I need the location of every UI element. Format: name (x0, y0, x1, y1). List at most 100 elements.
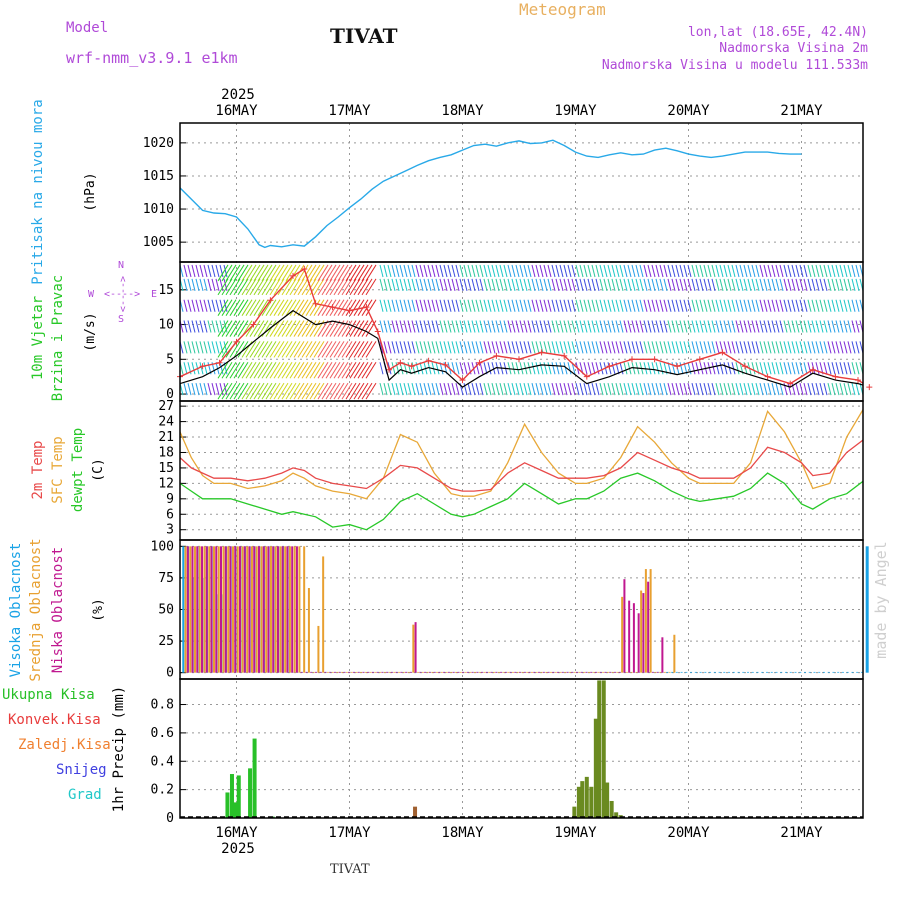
low-cloud-bar (447, 671, 450, 673)
wind-barb (221, 382, 233, 400)
wind-barb (523, 341, 528, 354)
wind-barb (847, 299, 852, 312)
mid-cloud-bar (388, 671, 391, 673)
wind-barb (735, 382, 740, 396)
wind-barb (475, 278, 480, 291)
wind-barb (415, 382, 420, 396)
wind-barb (847, 320, 852, 333)
wind-barb (203, 278, 208, 291)
compass-n: N (118, 260, 124, 271)
mid-cloud-bar (398, 671, 401, 673)
wind-barb (463, 341, 468, 354)
wind-barb (273, 361, 285, 379)
wind-barb (595, 299, 600, 312)
low-cloud-bar (594, 671, 597, 673)
wind-barb (207, 382, 212, 396)
wind-barb (811, 299, 816, 312)
wind-barb (225, 361, 237, 379)
wind-barb (547, 264, 552, 278)
wind-barb (337, 264, 349, 282)
wind-barb (195, 382, 200, 396)
wind-barb (249, 278, 261, 296)
wind-barb (265, 264, 277, 282)
wind-barb (759, 299, 764, 312)
wind-barb (751, 278, 756, 291)
wind-barb (639, 320, 644, 333)
wind-barb (345, 361, 357, 379)
wind-barb (683, 278, 688, 291)
wind-barb (539, 299, 544, 312)
low-cloud-bar (632, 603, 635, 673)
low-cloud-bar (651, 671, 654, 673)
low-cloud-bar (471, 671, 474, 673)
wind-barb (659, 320, 664, 333)
wind-barb (203, 362, 208, 375)
wind-barb (475, 341, 480, 354)
wind-barb (463, 299, 468, 312)
wind-barb (225, 299, 237, 316)
mid-cloud-bar (535, 671, 538, 673)
wind-barb (599, 362, 604, 375)
wind-barb (435, 362, 440, 375)
wind-barb (293, 341, 305, 358)
wind-barb (811, 278, 816, 291)
precip-bar (601, 680, 606, 818)
low-cloud-bar (613, 671, 616, 673)
wind-barb (289, 361, 301, 379)
wind-barb (691, 341, 696, 354)
low-cloud-bar (329, 671, 332, 673)
mid-cloud-bar (587, 671, 590, 673)
wind-barb (273, 320, 285, 337)
wind-barb (699, 362, 704, 375)
mid-cloud-bar (317, 625, 320, 673)
wind-barb (783, 299, 788, 312)
wind-barb (535, 362, 540, 375)
wind-barb (257, 299, 269, 316)
wind-barb (471, 382, 476, 396)
wind-barb (223, 341, 228, 354)
wind-barb (219, 362, 224, 375)
wind-barb (463, 320, 468, 333)
wind-barb (655, 341, 660, 354)
wind-barb (611, 362, 616, 375)
wind-barb (321, 264, 333, 282)
mid-cloud-bar (445, 671, 448, 673)
wind-barb (563, 362, 568, 375)
wind-barb (743, 320, 748, 333)
wind-barb (699, 341, 704, 354)
wind-barb (839, 341, 844, 354)
wind-barb (687, 264, 692, 278)
wind-barb (203, 299, 208, 312)
wind-barb (313, 278, 325, 296)
wind-barb (391, 264, 396, 278)
wind-barb (699, 299, 704, 312)
wind-barb (195, 278, 200, 291)
wind-barb (435, 341, 440, 354)
wind-barb (727, 299, 732, 312)
wind-gust-marker (329, 304, 336, 311)
wind-barb (289, 278, 301, 296)
wind-gust-marker (606, 363, 613, 370)
wind-barb (731, 299, 736, 312)
wind-barb (799, 382, 804, 396)
wind-barb (399, 278, 404, 291)
wind-barb (795, 382, 800, 396)
wind-barb (735, 341, 740, 354)
wind-barb (579, 382, 584, 396)
low-cloud-bar (286, 546, 289, 673)
wind-barb (555, 278, 560, 291)
pressure-line (180, 139, 802, 249)
wind-barb (683, 264, 688, 278)
wind-barb (321, 278, 333, 296)
wind-barb (743, 299, 748, 312)
wind-barb (349, 299, 361, 316)
wind-barb (503, 320, 508, 333)
wind-barb (695, 382, 700, 396)
wind-barb (563, 264, 568, 278)
low-cloud-bar (637, 613, 640, 673)
wind-barb (361, 361, 373, 379)
wind-barb (203, 264, 208, 278)
elevation-label: Nadmorska Visina 2m (719, 41, 868, 56)
precip-bar (572, 806, 577, 818)
high-cloud-bar (851, 671, 854, 673)
